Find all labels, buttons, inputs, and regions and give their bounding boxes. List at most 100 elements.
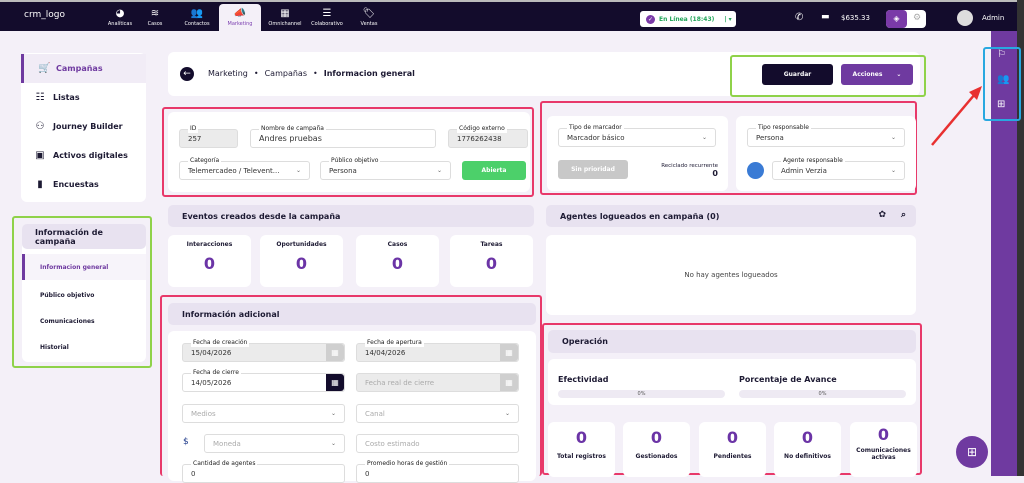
mode-toggle[interactable]: ◈ ⚙ (886, 10, 926, 28)
breadcrumb-marketing[interactable]: Marketing (208, 69, 248, 78)
sidebar-item-encuestas[interactable]: ▮ Encuestas (21, 170, 146, 199)
field-label: Promedio horas de gestión (365, 459, 450, 468)
right-toolbar (991, 31, 1017, 476)
sidebar-item-label: Encuestas (53, 180, 99, 189)
sidebar-item-journey-builder[interactable]: ⚇ Journey Builder (21, 112, 146, 141)
chevron-down-icon: ⌄ (295, 166, 301, 174)
users-icon: 👥 (190, 8, 204, 19)
nav-analiticas[interactable]: ◕ Analíticas (99, 4, 141, 33)
users-icon[interactable]: 👥 (997, 74, 1010, 85)
calendar-icon: ▦ (500, 374, 518, 391)
counter-label: Oportunidades (276, 241, 327, 248)
field-value: Persona (756, 133, 784, 142)
calendar-icon[interactable]: ▦ (326, 374, 344, 391)
estimated-cost-input[interactable]: Costo estimado (356, 434, 519, 453)
chat-icon: ◈ (886, 10, 907, 28)
sidebar-item-label: Activos digitales (53, 151, 128, 160)
field-label: Nombre de campaña (259, 124, 326, 133)
media-select[interactable]: Medios ⌄ (182, 404, 345, 423)
sidebar-item-campanas[interactable]: 🛒 Campañas (21, 54, 146, 83)
id-field: ID 257 (179, 124, 238, 148)
image-icon: ▣ (35, 150, 45, 161)
nav-omnichannel[interactable]: ▦ Omnichannel (264, 4, 306, 33)
nav-ventas[interactable]: 🏷 Ventas (348, 4, 390, 33)
field-value: Persona (329, 166, 357, 175)
window-border (1017, 0, 1024, 476)
megaphone-icon: 📣 (233, 8, 247, 19)
close-date-input[interactable]: Fecha de cierre 14/05/2026 ▦ (182, 368, 345, 392)
sidebar-item-listas[interactable]: ☷ Listas (21, 83, 146, 112)
hierarchy-icon[interactable]: ⊞ (997, 99, 1006, 110)
back-arrow-icon[interactable]: ← (180, 67, 194, 81)
channel-select[interactable]: Canal ⌄ (356, 404, 519, 423)
field-value: 0 (365, 469, 370, 478)
nav-label: Ventas (360, 21, 378, 27)
agents-count-input[interactable]: Cantidad de agentes 0 (182, 459, 345, 483)
dialer-type-select[interactable]: Tipo de marcador Marcador básico ⌄ (558, 123, 716, 147)
campaign-name-input[interactable]: Nombre de campaña Andres pruebas (250, 124, 436, 148)
events-header: Eventos creados desde la campaña (168, 205, 534, 227)
campaign-nav-historial[interactable]: Historial (40, 344, 69, 351)
counter-gestionados: 0 Gestionados (623, 422, 690, 477)
agent-select[interactable]: Agente responsable Admin Verzia ⌄ (772, 156, 905, 180)
currency-select[interactable]: Moneda ⌄ (204, 434, 345, 453)
category-select[interactable]: Categoría Telemercadeo / Televent... ⌄ (179, 156, 310, 180)
flow-icon: ⚇ (35, 121, 45, 132)
counter-value: 0 (485, 254, 498, 273)
chat-plus-icon: ⊞ (966, 445, 978, 459)
sidebar-item-label: Campañas (56, 64, 103, 73)
sidebar-item-activos-digitales[interactable]: ▣ Activos digitales (21, 141, 146, 170)
external-code-field: Código externo 1776262438 (448, 124, 528, 148)
nav-label: Colaborativo (311, 21, 343, 27)
balance: $635.33 (841, 14, 870, 22)
audience-select[interactable]: Público objetivo Persona ⌄ (320, 156, 451, 180)
save-button[interactable]: Guardar (762, 64, 833, 85)
avg-hours-input[interactable]: Promedio horas de gestión 0 (356, 459, 519, 483)
phone-icon[interactable]: ✆ (795, 12, 804, 23)
counter-tareas: Tareas 0 (450, 235, 533, 287)
nav-casos[interactable]: ≋ Casos (134, 4, 176, 33)
search-icon[interactable]: ⌕ (900, 210, 906, 220)
breadcrumb-campanas[interactable]: Campañas (264, 69, 307, 78)
counter-pendientes: 0 Pendientes (699, 422, 766, 477)
settings-icon[interactable]: ✿ (878, 210, 886, 220)
agent-avatar (747, 162, 764, 179)
flag-icon[interactable]: ⚐ (997, 49, 1006, 60)
actions-highlight: Guardar Acciones ⌄ (730, 55, 926, 97)
counter-value: 0 (575, 428, 588, 447)
recycle-info: Reciclado recurrente 0 (661, 163, 718, 178)
agents-header: Agentes logueados en campaña (0) ✿ ⌕ (546, 205, 916, 227)
new-chat-fab[interactable]: ⊞ (956, 436, 988, 468)
campaign-nav-publico-objetivo[interactable]: Público objetivo (40, 292, 95, 299)
sidebar-item-label: Journey Builder (53, 122, 123, 131)
campaign-nav-comunicaciones[interactable]: Comunicaciones (40, 318, 95, 325)
status-selector[interactable]: ✓ En Línea (18:43) | ▾ (640, 11, 736, 27)
user-name[interactable]: Admin (982, 14, 1005, 22)
calendar-icon: ▦ (326, 344, 344, 361)
arrow-shaft (931, 93, 976, 146)
status-open-button[interactable]: Abierta (462, 161, 526, 180)
campaign-nav-informacion-general[interactable]: Informacion general (22, 254, 146, 280)
recycle-value: 0 (712, 169, 718, 178)
campaign-nav-title: Información de campaña (22, 224, 146, 249)
nav-marketing[interactable]: 📣 Marketing (219, 4, 261, 33)
field-value: 0 (191, 469, 196, 478)
counter-comunicaciones-activas: 0 Comunicaciones activas (850, 422, 917, 477)
field-value: Andres pruebas (259, 134, 322, 143)
breadcrumb-separator: • (253, 69, 259, 78)
priority-button[interactable]: Sin prioridad (558, 160, 628, 179)
cart-icon: 🛒 (38, 63, 51, 74)
campaign-nav-highlight: Información de campaña Informacion gener… (12, 216, 152, 368)
responsible-type-select[interactable]: Tipo responsable Persona ⌄ (747, 123, 905, 147)
operation-header: Operación (548, 330, 916, 353)
additional-highlight: Información adicional Fecha de creación 1… (160, 295, 542, 483)
avatar[interactable] (957, 10, 973, 26)
actions-button[interactable]: Acciones ⌄ (841, 64, 913, 85)
field-label: Fecha de apertura (365, 338, 424, 347)
grid-icon: ▦ (280, 8, 290, 19)
counter-no-definitivos: 0 No definitivos (774, 422, 841, 477)
chevron-down-icon: ⌄ (890, 133, 896, 141)
nav-contactos[interactable]: 👥 Contactos (176, 4, 218, 33)
clipboard-icon: ▮ (37, 179, 43, 190)
nav-colaborativo[interactable]: ☰ Colaborativo (306, 4, 348, 33)
